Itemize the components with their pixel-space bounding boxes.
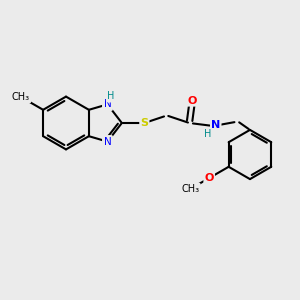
Text: S: S: [140, 118, 148, 128]
Text: H: H: [204, 129, 212, 140]
Text: O: O: [188, 95, 197, 106]
Text: CH₃: CH₃: [182, 184, 200, 194]
Text: N: N: [103, 136, 111, 147]
Text: N: N: [211, 120, 220, 130]
Text: N: N: [103, 99, 111, 110]
Text: O: O: [205, 173, 214, 183]
Text: H: H: [107, 91, 115, 101]
Text: CH₃: CH₃: [12, 92, 30, 102]
